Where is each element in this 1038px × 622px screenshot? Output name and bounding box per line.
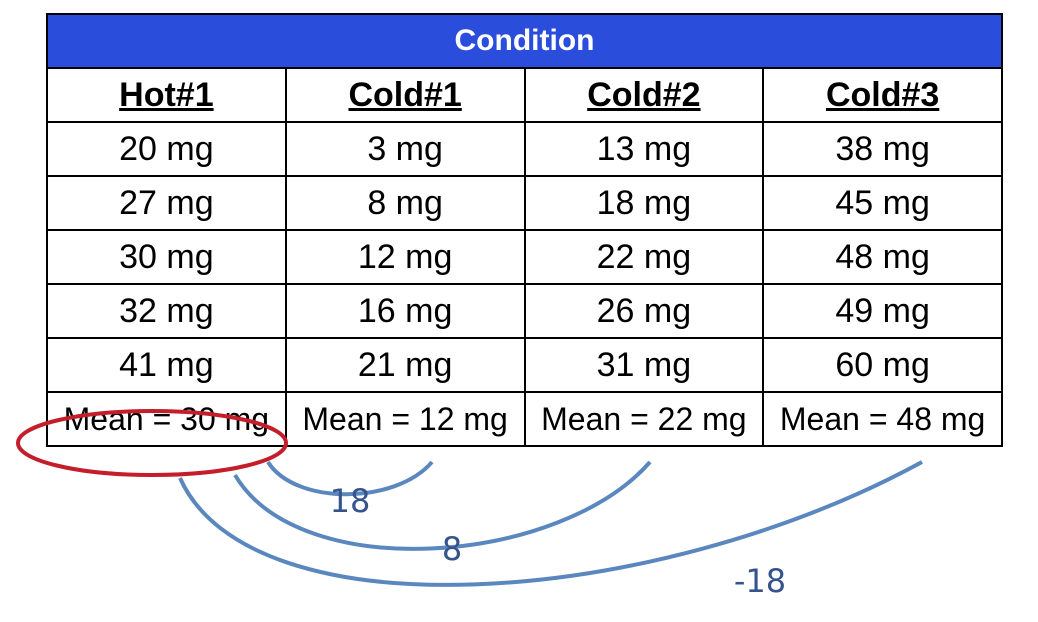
table-cell: 16 mg xyxy=(284,283,526,339)
table-row: 32 mg 16 mg 26 mg 49 mg xyxy=(46,283,1003,339)
table-row: 27 mg 8 mg 18 mg 45 mg xyxy=(46,175,1003,231)
column-header-cold2: Cold#2 xyxy=(523,67,765,123)
table-cell: 8 mg xyxy=(284,175,526,231)
table-cell: 13 mg xyxy=(523,121,765,177)
table-cell: 48 mg xyxy=(762,229,1003,285)
column-header-hot1: Hot#1 xyxy=(46,67,287,123)
difference-label-cold1: 18 xyxy=(330,482,371,520)
mean-cell-cold3: Mean = 48 mg xyxy=(762,391,1003,447)
table-cell: 49 mg xyxy=(762,283,1003,339)
table-cell: 31 mg xyxy=(523,337,765,393)
table-cell: 20 mg xyxy=(46,121,287,177)
table-cell: 60 mg xyxy=(762,337,1003,393)
table-cell: 41 mg xyxy=(46,337,287,393)
table-cell: 3 mg xyxy=(284,121,526,177)
table-cell: 30 mg xyxy=(46,229,287,285)
table-row: 20 mg 3 mg 13 mg 38 mg xyxy=(46,121,1003,177)
table-title: Condition xyxy=(46,13,1003,69)
mean-row: Mean = 30 mg Mean = 12 mg Mean = 22 mg M… xyxy=(46,391,1003,447)
column-header-cold3: Cold#3 xyxy=(762,67,1003,123)
difference-arc-cold2 xyxy=(233,460,652,551)
table-cell: 12 mg xyxy=(284,229,526,285)
mean-cell-cold1: Mean = 12 mg xyxy=(284,391,526,447)
difference-label-cold3: -18 xyxy=(734,562,786,600)
table-row: 41 mg 21 mg 31 mg 60 mg xyxy=(46,337,1003,393)
condition-table-container: Condition Hot#1 Cold#1 Cold#2 Cold#3 20 … xyxy=(46,13,1003,447)
table-cell: 21 mg xyxy=(284,337,526,393)
table-cell: 45 mg xyxy=(762,175,1003,231)
highlight-ellipse xyxy=(16,409,288,477)
table-cell: 32 mg xyxy=(46,283,287,339)
mean-cell-cold2: Mean = 22 mg xyxy=(523,391,765,447)
table-cell: 18 mg xyxy=(523,175,765,231)
table-cell: 22 mg xyxy=(523,229,765,285)
difference-arc-cold3 xyxy=(178,460,923,587)
difference-label-cold2: 8 xyxy=(442,530,462,568)
table-cell: 27 mg xyxy=(46,175,287,231)
table-cell: 26 mg xyxy=(523,283,765,339)
column-header-cold1: Cold#1 xyxy=(284,67,526,123)
table-cell: 38 mg xyxy=(762,121,1003,177)
table-row: 30 mg 12 mg 22 mg 48 mg xyxy=(46,229,1003,285)
condition-table: Condition Hot#1 Cold#1 Cold#2 Cold#3 20 … xyxy=(46,13,1003,447)
difference-arc-cold1 xyxy=(266,460,434,497)
